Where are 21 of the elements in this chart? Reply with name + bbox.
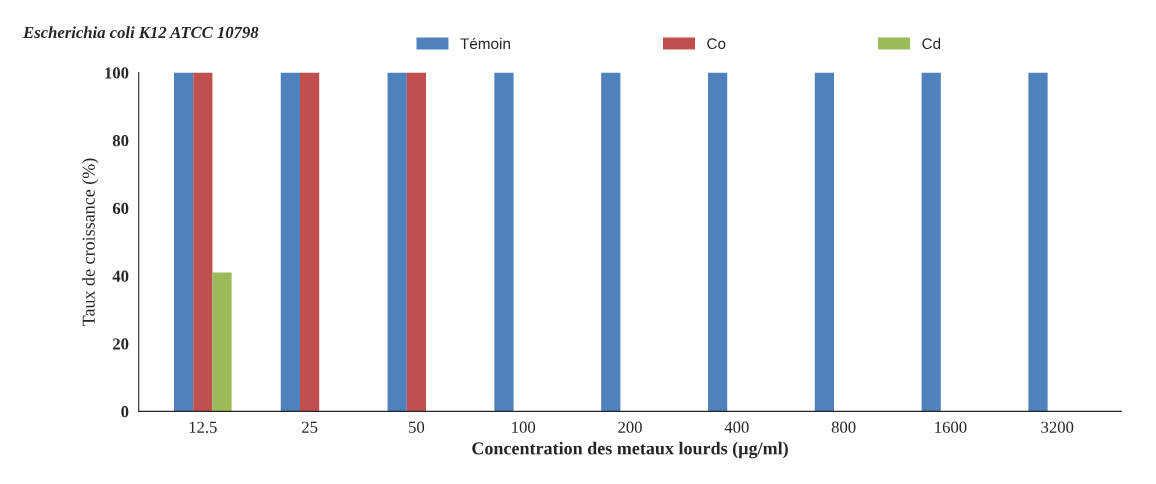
y-tick-label: 40 xyxy=(112,270,129,282)
y-axis-title: Taux de croissance (%) xyxy=(82,158,99,327)
x-axis-title: Concentration des metaux lourds (µg/ml) xyxy=(472,441,788,459)
y-tick-label: 100 xyxy=(105,67,129,79)
x-tick-label: 400 xyxy=(724,421,749,433)
legend-label: Co xyxy=(707,38,726,50)
legend-label: Témoin xyxy=(460,37,510,50)
x-tick-label: 25 xyxy=(302,421,318,433)
x-tick-label: 100 xyxy=(512,421,536,433)
legend-label: Cd xyxy=(922,37,941,50)
x-tick-label: 200 xyxy=(618,421,642,433)
y-tick-label: 80 xyxy=(112,135,129,147)
x-tick-label: 12.5 xyxy=(189,421,217,433)
y-tick-label: 60 xyxy=(112,202,129,215)
x-tick-label: 800 xyxy=(831,421,856,433)
chart-title: Escherichia coli K12 ATCC 10798 xyxy=(23,26,259,39)
y-tick-label: 20 xyxy=(113,338,129,350)
x-tick-label: 1600 xyxy=(935,421,967,433)
x-tick-label: 3200 xyxy=(1041,421,1074,433)
x-tick-label: 50 xyxy=(409,421,425,433)
y-tick-label: 0 xyxy=(121,406,129,418)
